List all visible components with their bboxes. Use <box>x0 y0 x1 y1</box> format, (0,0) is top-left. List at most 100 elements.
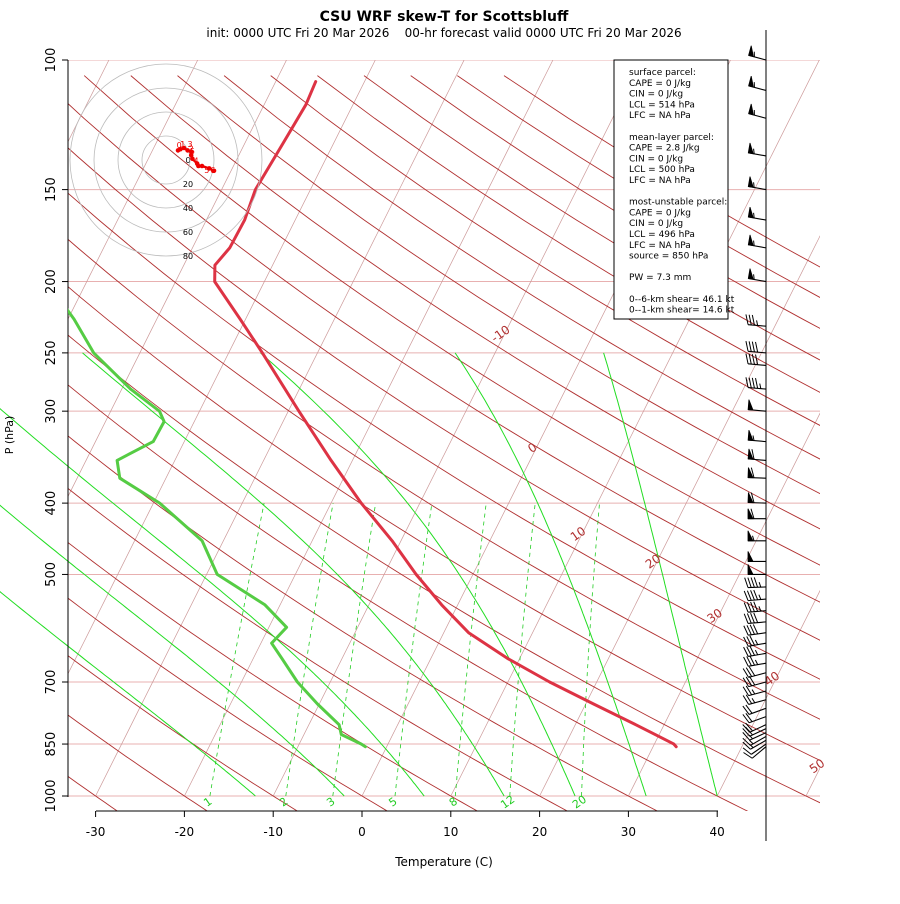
dry-adiabat-line <box>0 76 568 812</box>
hodograph-ring <box>94 88 238 232</box>
wind-barb <box>743 705 766 714</box>
wind-barb <box>748 509 766 519</box>
wind-barb-half <box>754 149 755 154</box>
wind-barb-half <box>759 595 761 600</box>
mixing-ratio-line <box>210 503 264 796</box>
hodograph-ring-label: 20 <box>183 180 193 189</box>
wind-barb <box>745 577 766 587</box>
temperature-tick-label: 20 <box>532 825 547 839</box>
temperature-tick-label: 0 <box>358 825 366 839</box>
wind-barb-flag <box>749 104 754 115</box>
wind-barb-half <box>759 606 761 611</box>
stats-line: CIN = 0 J/kg <box>629 219 683 229</box>
wind-barb <box>743 695 766 705</box>
hodograph-height-label: 5 <box>190 147 195 156</box>
dry-adiabat-line <box>224 76 900 812</box>
isotherm-label: 0 <box>525 440 539 456</box>
wind-barb-half <box>754 182 755 187</box>
mixing-ratio-line <box>582 503 600 796</box>
wind-barb <box>749 46 766 60</box>
temperature-tick-label: 40 <box>710 825 725 839</box>
wind-barb-half <box>752 690 755 694</box>
wind-barb <box>748 207 766 220</box>
wind-barb-half <box>754 274 755 279</box>
dewpoint-profile-line <box>31 257 366 747</box>
hodograph-height-label: 1 <box>180 140 185 149</box>
wind-barb <box>748 143 766 156</box>
stats-line: source = 850 hPa <box>629 252 708 262</box>
mixing-ratio-label: 3 <box>324 795 337 810</box>
wind-barb-full <box>751 577 754 587</box>
stats-line: most-unstable parcel: <box>629 198 727 208</box>
pressure-tick-label: 300 <box>44 399 59 424</box>
isotherm-line <box>0 60 287 796</box>
isotherm-line <box>184 60 553 796</box>
wind-barb-half <box>757 320 758 325</box>
wind-barb-flag <box>748 177 753 188</box>
wind-barb <box>748 449 766 461</box>
wind-barb-full <box>749 341 751 351</box>
mixing-ratio-line <box>510 503 535 796</box>
pressure-tick-label: 100 <box>44 48 59 73</box>
wind-barb <box>748 235 766 248</box>
wind-barb <box>744 636 766 646</box>
isotherm-lines <box>0 60 900 796</box>
wind-barb-half <box>754 241 755 246</box>
dry-adiabat-line <box>0 76 478 812</box>
stats-line: CAPE = 0 J/kg <box>629 208 691 218</box>
wind-barb <box>748 177 766 190</box>
chart-subtitle: init: 0000 UTC Fri 20 Mar 2026 00-hr for… <box>206 26 681 40</box>
wind-barb <box>744 624 766 635</box>
stats-line: CIN = 0 J/kg <box>629 154 683 164</box>
stats-line: mean-layer parcel: <box>629 133 714 143</box>
wind-barb-full <box>743 724 750 732</box>
pressure-tick-label: 200 <box>44 269 59 294</box>
stats-line: PW = 7.3 mm <box>629 273 691 283</box>
pressure-tick-label: 500 <box>44 562 59 587</box>
isotherm-line <box>0 60 198 796</box>
wind-barb-flag <box>748 207 753 218</box>
wind-barb-half <box>755 640 757 645</box>
wind-barb <box>748 400 766 412</box>
isotherm-line <box>96 60 465 796</box>
wind-barb-full <box>754 613 758 623</box>
wind-barb <box>748 430 766 442</box>
wind-barb-flag <box>748 269 753 280</box>
pressure-tick-label: 150 <box>44 177 59 202</box>
wind-barb-full <box>751 613 755 623</box>
wind-barb-half <box>754 213 755 218</box>
pressure-tick-label: 400 <box>44 491 59 516</box>
pressure-tick-label: 250 <box>44 340 59 365</box>
dry-adiabat-line <box>38 76 900 812</box>
wind-barb-full <box>745 578 748 588</box>
dry-adiabat-line <box>317 76 900 812</box>
wind-barb <box>744 646 766 656</box>
isotherm-label: 50 <box>807 756 828 776</box>
temperature-tick-label: -30 <box>86 825 106 839</box>
wind-barbs <box>743 46 766 759</box>
wind-barb <box>746 341 766 353</box>
wind-barb <box>748 551 766 561</box>
wind-barb <box>744 590 766 601</box>
wind-barb-flag <box>749 76 754 87</box>
isotherm-line <box>7 60 376 796</box>
wind-barb-full <box>752 354 754 364</box>
wind-barb-full <box>747 602 751 612</box>
wind-barb-full <box>756 378 758 388</box>
mixing-ratio-line <box>333 503 376 796</box>
temperature-tick-label: -20 <box>175 825 195 839</box>
wind-barb-full <box>754 577 757 587</box>
stats-line: LFC = NA hPa <box>629 176 691 186</box>
wind-barb-flag <box>749 46 754 57</box>
wind-barb-full <box>748 578 751 588</box>
wind-barb-full <box>744 591 748 601</box>
wind-barb <box>748 493 766 504</box>
dry-adiabat-line <box>0 76 118 812</box>
wind-barb-full <box>751 590 755 600</box>
dry-adiabat-line <box>0 76 208 812</box>
stats-line: LFC = NA hPa <box>629 111 691 121</box>
